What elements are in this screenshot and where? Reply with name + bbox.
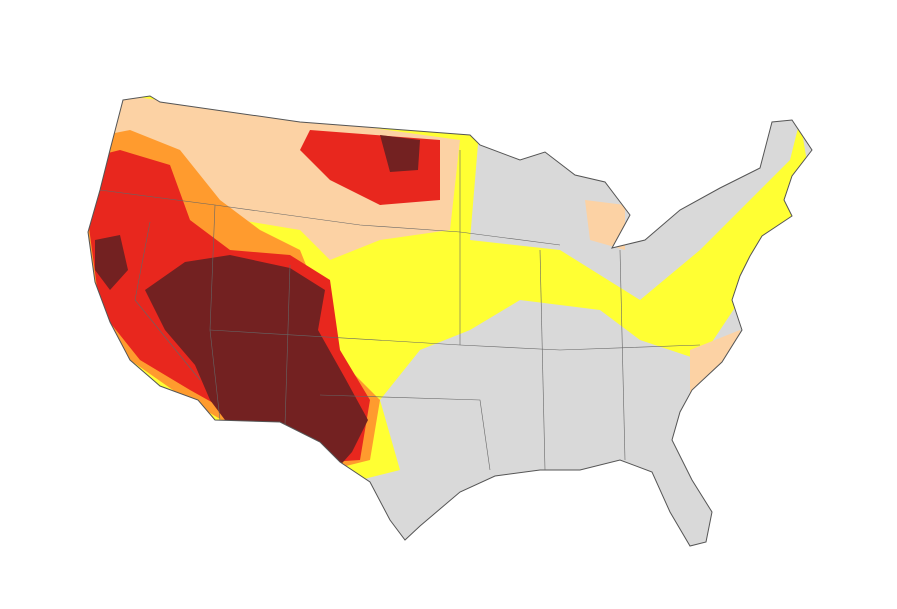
border (619, 249, 626, 461)
country-outline (87, 95, 813, 547)
exceptional-drought (95, 135, 420, 470)
border (539, 249, 546, 471)
border (99, 189, 561, 246)
moderate-drought (88, 96, 745, 400)
state-borders (99, 150, 701, 471)
border (319, 394, 491, 471)
border (284, 264, 291, 426)
border (134, 221, 201, 381)
border (209, 329, 701, 351)
